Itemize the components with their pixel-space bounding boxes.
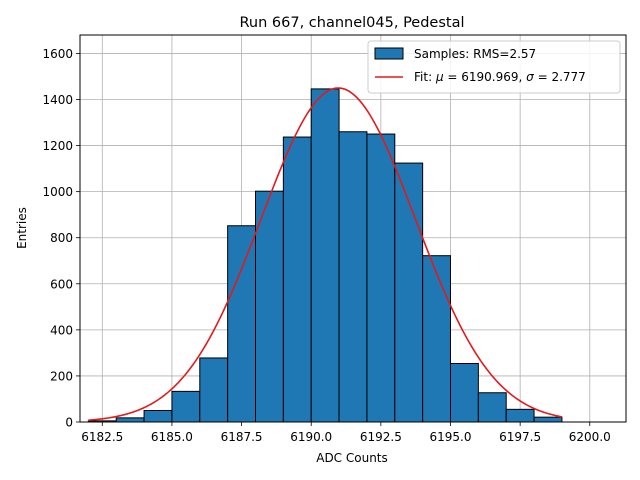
x-tick-label: 6197.5	[499, 430, 541, 444]
legend-fit-prefix: Fit:	[414, 70, 436, 84]
histogram-bars	[87, 88, 563, 423]
y-tick-label: 600	[50, 277, 73, 291]
histogram-bar	[227, 225, 256, 423]
legend-label-fit: Fit: μ = 6190.969, σ = 2.777	[414, 70, 586, 84]
histogram-bar	[366, 133, 396, 423]
legend-mu-symbol: μ	[435, 70, 444, 84]
x-tick-label: 6195.0	[430, 430, 472, 444]
histogram-bar	[338, 131, 368, 423]
histogram-bar	[505, 408, 535, 423]
fit-curve	[88, 87, 563, 421]
x-tick-label: 6185.0	[151, 430, 193, 444]
histogram-bar	[477, 392, 507, 423]
chart-title: Run 667, channel045, Pedestal	[239, 15, 464, 31]
plot-frame	[79, 34, 627, 423]
histogram-bar	[282, 136, 312, 423]
x-tick-label: 6192.5	[360, 430, 402, 444]
legend-box	[367, 40, 621, 94]
histogram-bar	[310, 88, 340, 423]
legend-mu-value: = 6190.969,	[444, 70, 527, 84]
x-axis-label: ADC Counts	[316, 451, 388, 465]
x-tick-label: 6182.5	[81, 430, 123, 444]
y-axis-label: Entries	[15, 207, 29, 249]
y-axis-ticks: 0 200 400 600 800 1000 1200 1400 1600	[42, 47, 80, 430]
x-axis-ticks: 6182.5 6185.0 6187.5 6190.0 6192.5 6195.0 6197…	[81, 422, 611, 444]
histogram-bar	[115, 417, 145, 423]
y-tick-label: 1400	[42, 93, 73, 107]
legend-swatch-samples	[374, 47, 404, 60]
legend-sigma-value: = 2.777	[534, 70, 586, 84]
x-tick-label: 6190.0	[290, 430, 332, 444]
x-tick-label: 6187.5	[221, 430, 263, 444]
histogram-bar	[533, 416, 563, 423]
histogram-bar	[422, 255, 451, 423]
histogram-bar	[450, 362, 479, 423]
y-tick-label: 800	[50, 231, 73, 245]
y-tick-label: 200	[50, 369, 73, 383]
legend: Samples: RMS=2.57 Fit: μ = 6190.969, σ =…	[367, 40, 621, 94]
histogram-bar	[199, 357, 229, 423]
y-tick-label: 1000	[42, 185, 73, 199]
histogram-bar	[143, 409, 173, 423]
y-tick-label: 400	[50, 323, 73, 337]
legend-label-samples: Samples: RMS=2.57	[414, 47, 536, 61]
histogram-bar	[171, 390, 201, 423]
histogram-bar	[255, 190, 284, 423]
y-tick-label: 0	[65, 416, 73, 430]
y-tick-label: 1200	[42, 139, 73, 153]
y-tick-label: 1600	[42, 47, 73, 61]
x-tick-label: 6200.0	[569, 430, 611, 444]
legend-sigma-symbol: σ	[526, 70, 534, 84]
